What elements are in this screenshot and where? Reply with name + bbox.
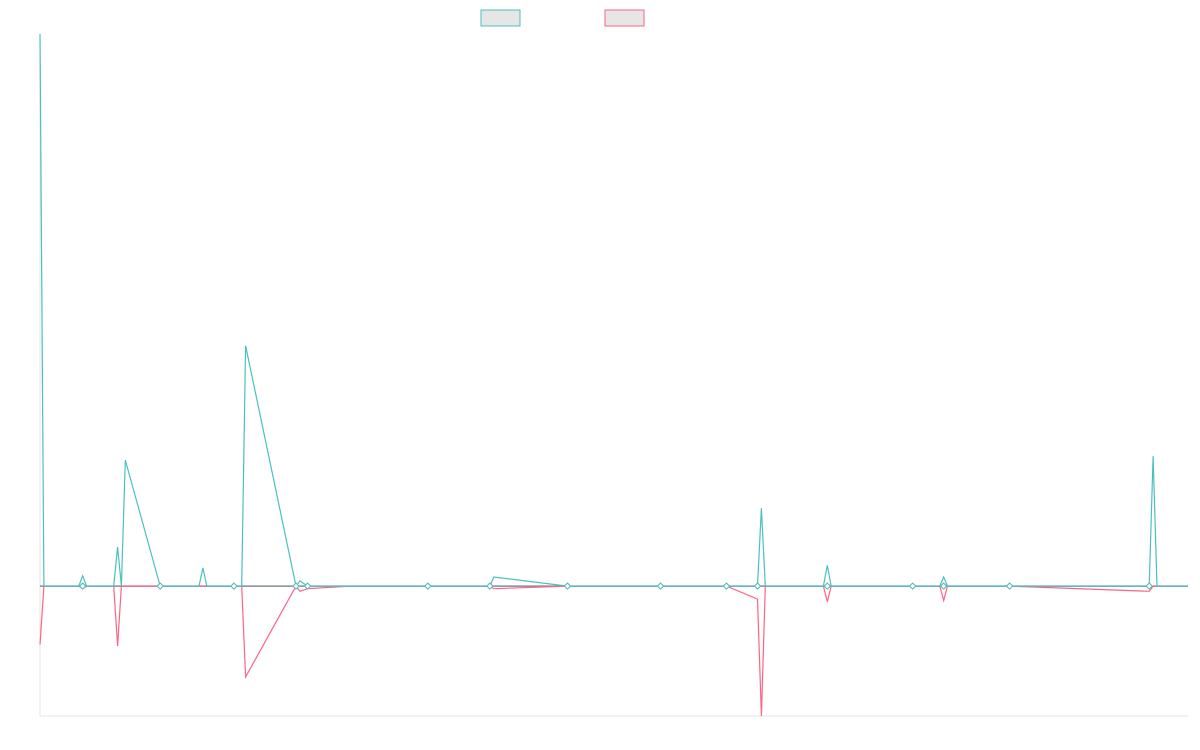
- series-a-point-marker[interactable]: [823, 582, 832, 590]
- series-a-point-marker[interactable]: [230, 582, 238, 590]
- series-a-point-marker[interactable]: [303, 582, 312, 590]
- series-a-point-marker[interactable]: [722, 582, 731, 590]
- series-a-point-marker[interactable]: [908, 582, 917, 590]
- series-a-point-marker[interactable]: [156, 582, 164, 590]
- series-a-point-marker[interactable]: [656, 582, 665, 590]
- plot-area: [39, 33, 1188, 717]
- series-a-point-marker[interactable]: [1145, 582, 1153, 590]
- legend-swatch-series-b[interactable]: [604, 9, 645, 27]
- series-a-point-marker[interactable]: [939, 582, 948, 590]
- legend-swatch-series-a[interactable]: [480, 9, 521, 27]
- series-a-point-marker[interactable]: [424, 582, 432, 590]
- series-line-a: [39, 33, 1188, 588]
- series-a-point-marker[interactable]: [753, 582, 762, 590]
- series-a-point-marker[interactable]: [486, 582, 494, 590]
- series-a-point-marker[interactable]: [292, 582, 300, 590]
- series-layer: [39, 33, 1188, 717]
- series-line-b: [39, 584, 1188, 717]
- series-a-point-marker[interactable]: [1005, 582, 1014, 590]
- series-a-point-marker[interactable]: [78, 582, 87, 590]
- legend: [480, 9, 645, 27]
- series-a-point-marker[interactable]: [563, 582, 572, 590]
